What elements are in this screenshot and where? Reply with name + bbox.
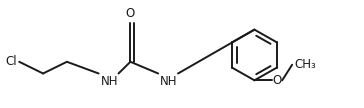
Text: O: O (126, 7, 135, 20)
Text: CH₃: CH₃ (294, 58, 316, 71)
Text: Cl: Cl (5, 55, 17, 68)
Text: NH: NH (101, 75, 118, 88)
Text: O: O (273, 74, 282, 87)
Text: NH: NH (161, 75, 178, 88)
